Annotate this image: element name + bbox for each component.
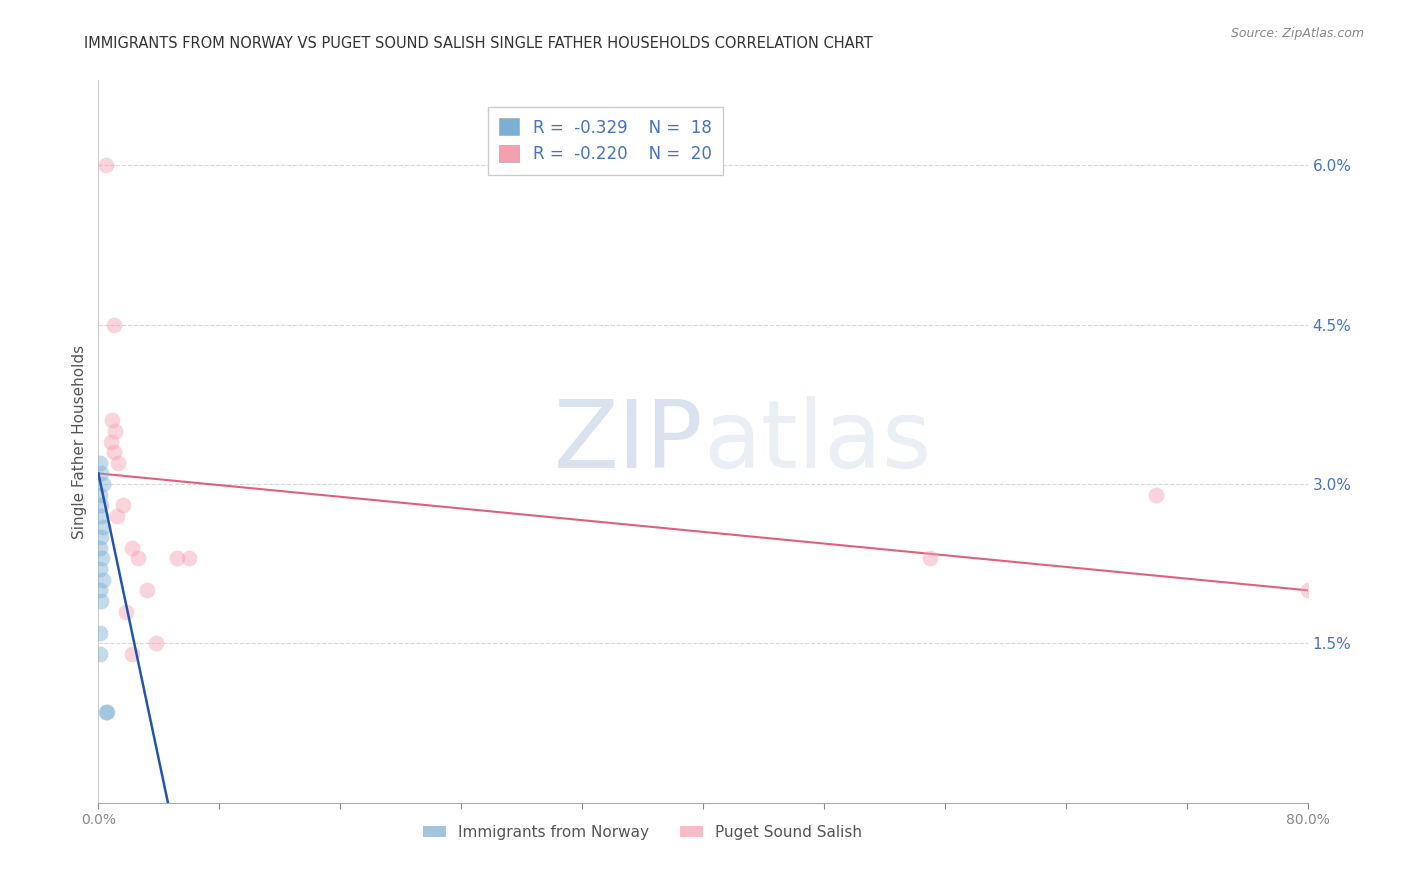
Point xyxy=(89,583,111,598)
Point xyxy=(91,551,114,566)
Point xyxy=(114,605,136,619)
Point xyxy=(127,551,149,566)
Point xyxy=(918,551,941,566)
Point xyxy=(121,647,143,661)
Point xyxy=(90,467,112,481)
Point xyxy=(107,456,129,470)
Point xyxy=(89,488,111,502)
Point xyxy=(94,158,117,172)
Point xyxy=(90,594,112,608)
Text: IMMIGRANTS FROM NORWAY VS PUGET SOUND SALISH SINGLE FATHER HOUSEHOLDS CORRELATIO: IMMIGRANTS FROM NORWAY VS PUGET SOUND SA… xyxy=(84,36,873,51)
Point xyxy=(103,318,125,332)
Point xyxy=(90,498,112,512)
Point xyxy=(145,636,167,650)
Text: Source: ZipAtlas.com: Source: ZipAtlas.com xyxy=(1230,27,1364,40)
Point xyxy=(89,541,111,555)
Point xyxy=(96,706,118,720)
Point xyxy=(1296,583,1319,598)
Point xyxy=(91,519,114,533)
Point xyxy=(1144,488,1167,502)
Text: atlas: atlas xyxy=(703,395,931,488)
Point xyxy=(121,541,143,555)
Point xyxy=(89,562,111,576)
Point xyxy=(100,434,122,449)
Text: ZIP: ZIP xyxy=(554,395,703,488)
Point xyxy=(101,413,124,427)
Legend: Immigrants from Norway, Puget Sound Salish: Immigrants from Norway, Puget Sound Sali… xyxy=(418,819,868,846)
Point xyxy=(90,530,112,544)
Point xyxy=(89,625,111,640)
Point xyxy=(105,508,128,523)
Y-axis label: Single Father Households: Single Father Households xyxy=(72,344,87,539)
Point xyxy=(94,706,117,720)
Point xyxy=(90,508,112,523)
Point xyxy=(103,445,125,459)
Point xyxy=(166,551,188,566)
Point xyxy=(135,583,157,598)
Point xyxy=(104,424,127,438)
Point xyxy=(179,551,201,566)
Point xyxy=(91,573,114,587)
Point xyxy=(91,477,114,491)
Point xyxy=(111,498,134,512)
Point xyxy=(89,456,111,470)
Point xyxy=(89,647,111,661)
